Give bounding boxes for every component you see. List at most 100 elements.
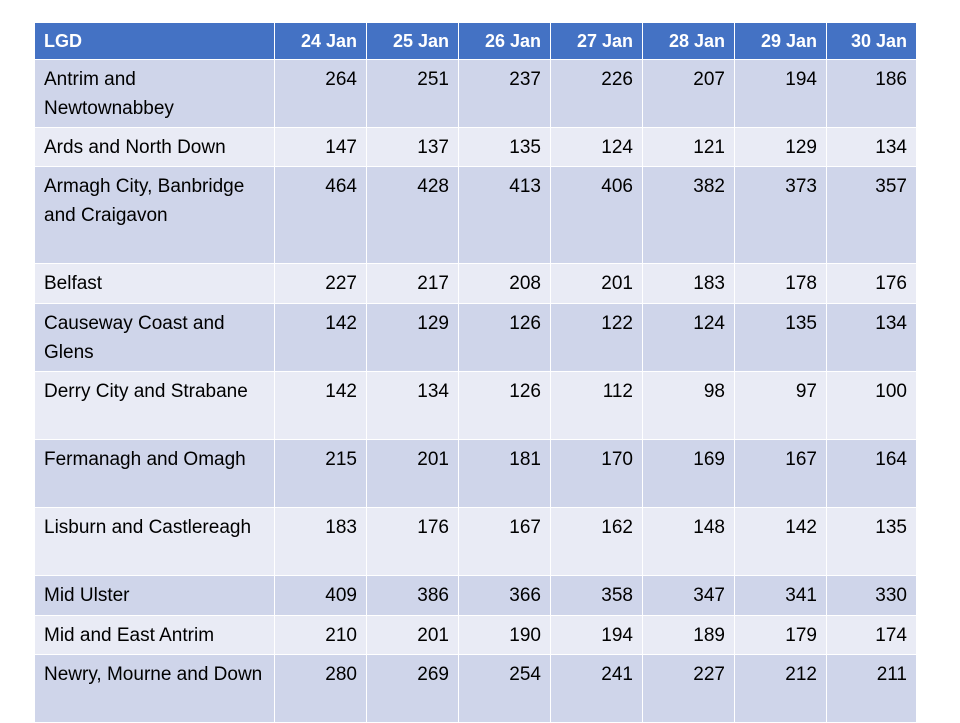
cell-value: 194: [734, 59, 827, 128]
cell-value: 386: [366, 575, 459, 616]
lgd-name: Belfast: [34, 263, 275, 304]
cell-value: 126: [458, 371, 551, 440]
table-row: Mid and East Antrim 210 201 190 194 189 179 174: [34, 615, 917, 655]
column-header: 28 Jan: [642, 22, 735, 60]
cell-value: 201: [366, 615, 459, 655]
cell-value: 167: [458, 507, 551, 576]
data-table: LGD 24 Jan 25 Jan 26 Jan 27 Jan 28 Jan 29 Jan 3…: [34, 22, 917, 723]
lgd-name: Fermanagh and Omagh: [34, 439, 275, 508]
cell-value: 186: [826, 59, 917, 128]
cell-value: 237: [458, 59, 551, 128]
table-row: Armagh City, Banbridge and Craigavon 464 4…: [34, 166, 917, 264]
table-row: Antrim and Newtownabbey 264 251 237 226 207 19…: [34, 59, 917, 128]
cell-value: 129: [366, 303, 459, 372]
cell-value: 357: [826, 166, 917, 264]
lgd-name: Newry, Mourne and Down: [34, 654, 275, 723]
lgd-name: Causeway Coast and Glens: [34, 303, 275, 372]
cell-value: 251: [366, 59, 459, 128]
cell-value: 135: [826, 507, 917, 576]
table-row: Causeway Coast and Glens 142 129 126 122 124 1…: [34, 303, 917, 372]
cell-value: 162: [550, 507, 643, 576]
cell-value: 135: [458, 127, 551, 167]
table-row: Derry City and Strabane 142 134 126 112 98 97 1…: [34, 371, 917, 440]
cell-value: 413: [458, 166, 551, 264]
lgd-name: Mid and East Antrim: [34, 615, 275, 655]
cell-value: 167: [734, 439, 827, 508]
column-header: 30 Jan: [826, 22, 917, 60]
cell-value: 178: [734, 263, 827, 304]
lgd-name: Ards and North Down: [34, 127, 275, 167]
cell-value: 98: [642, 371, 735, 440]
lgd-name: Antrim and Newtownabbey: [34, 59, 275, 128]
table-row: Belfast 227 217 208 201 183 178 176: [34, 263, 917, 304]
cell-value: 134: [826, 127, 917, 167]
cell-value: 366: [458, 575, 551, 616]
cell-value: 170: [550, 439, 643, 508]
cell-value: 227: [642, 654, 735, 723]
cell-value: 134: [826, 303, 917, 372]
cell-value: 347: [642, 575, 735, 616]
cell-value: 137: [366, 127, 459, 167]
table-row: Lisburn and Castlereagh 183 176 167 162 148 14…: [34, 507, 917, 576]
cell-value: 330: [826, 575, 917, 616]
column-header: 25 Jan: [366, 22, 459, 60]
cell-value: 174: [826, 615, 917, 655]
cell-value: 148: [642, 507, 735, 576]
table-row: Fermanagh and Omagh 215 201 181 170 169 167 164: [34, 439, 917, 508]
cell-value: 189: [642, 615, 735, 655]
cell-value: 122: [550, 303, 643, 372]
cell-value: 464: [274, 166, 367, 264]
cell-value: 373: [734, 166, 827, 264]
cell-value: 183: [642, 263, 735, 304]
cell-value: 406: [550, 166, 643, 264]
lgd-name: Armagh City, Banbridge and Craigavon: [34, 166, 275, 264]
cell-value: 215: [274, 439, 367, 508]
cell-value: 135: [734, 303, 827, 372]
column-header: 29 Jan: [734, 22, 827, 60]
cell-value: 201: [550, 263, 643, 304]
column-header: 26 Jan: [458, 22, 551, 60]
cell-value: 241: [550, 654, 643, 723]
cell-value: 183: [274, 507, 367, 576]
cell-value: 124: [642, 303, 735, 372]
cell-value: 208: [458, 263, 551, 304]
cell-value: 190: [458, 615, 551, 655]
cell-value: 382: [642, 166, 735, 264]
cell-value: 226: [550, 59, 643, 128]
cell-value: 179: [734, 615, 827, 655]
cell-value: 129: [734, 127, 827, 167]
table-head: LGD 24 Jan 25 Jan 26 Jan 27 Jan 28 Jan 29 Jan 3…: [34, 22, 917, 60]
column-header: 24 Jan: [274, 22, 367, 60]
cell-value: 142: [274, 371, 367, 440]
cell-value: 100: [826, 371, 917, 440]
cell-value: 134: [366, 371, 459, 440]
cell-value: 428: [366, 166, 459, 264]
cell-value: 269: [366, 654, 459, 723]
table-container: LGD 24 Jan 25 Jan 26 Jan 27 Jan 28 Jan 29 Jan 3…: [34, 22, 917, 723]
cell-value: 181: [458, 439, 551, 508]
cell-value: 207: [642, 59, 735, 128]
cell-value: 121: [642, 127, 735, 167]
table-row: Newry, Mourne and Down 280 269 254 241 227 212…: [34, 654, 917, 723]
table-body: Antrim and Newtownabbey 264 251 237 226 207 19…: [34, 59, 917, 723]
lgd-name: Derry City and Strabane: [34, 371, 275, 440]
cell-value: 211: [826, 654, 917, 723]
table-row: Ards and North Down 147 137 135 124 121 129 134: [34, 127, 917, 167]
cell-value: 176: [366, 507, 459, 576]
cell-value: 409: [274, 575, 367, 616]
cell-value: 227: [274, 263, 367, 304]
cell-value: 124: [550, 127, 643, 167]
cell-value: 176: [826, 263, 917, 304]
lgd-name: Mid Ulster: [34, 575, 275, 616]
cell-value: 358: [550, 575, 643, 616]
cell-value: 210: [274, 615, 367, 655]
cell-value: 169: [642, 439, 735, 508]
cell-value: 97: [734, 371, 827, 440]
cell-value: 194: [550, 615, 643, 655]
header-row: LGD 24 Jan 25 Jan 26 Jan 27 Jan 28 Jan 29 Jan 3…: [34, 22, 917, 60]
column-header: 27 Jan: [550, 22, 643, 60]
cell-value: 142: [734, 507, 827, 576]
cell-value: 254: [458, 654, 551, 723]
cell-value: 212: [734, 654, 827, 723]
